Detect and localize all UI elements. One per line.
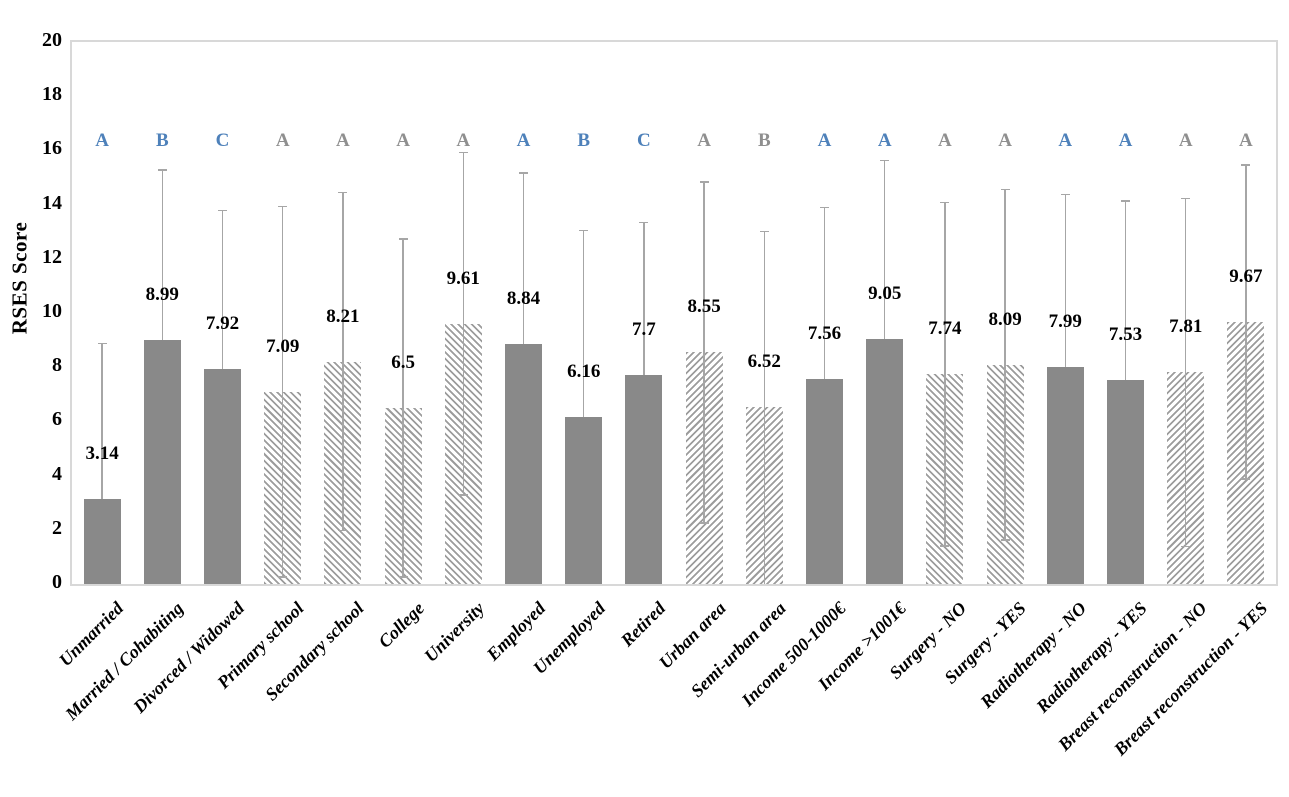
y-tick-label: 0 [52,571,62,593]
value-label: 8.21 [326,305,360,327]
error-bar [458,151,468,496]
error-bar [1241,164,1251,480]
significance-letter: B [757,130,771,151]
y-tick-label: 4 [52,462,62,485]
significance-letter: B [155,130,169,151]
error-bar [97,342,107,584]
error-bar [398,238,408,578]
x-tick-label: College [374,598,429,652]
significance-letter: A [877,130,892,151]
value-label: 7.74 [928,318,962,340]
value-label: 7.53 [1108,323,1143,345]
x-tick-label: Income 500-1000€ [737,598,850,711]
y-tick-label: 18 [42,83,62,106]
value-label: 7.99 [1048,311,1082,333]
value-label: 3.14 [85,442,119,464]
error-bar [940,201,950,547]
value-label: 9.05 [868,282,902,304]
x-tick-label: Retired [616,598,670,651]
value-label: 7.92 [205,313,240,335]
bar [1107,379,1144,584]
significance-letter: A [817,130,832,151]
bar [806,379,843,584]
error-bar [699,181,709,524]
bar [866,338,904,584]
x-tick-label: University [420,598,489,666]
bar [83,498,121,584]
y-tick-label: 20 [42,29,62,51]
error-bar [1181,197,1191,548]
bar [625,375,663,584]
y-tick-label: 10 [42,300,62,322]
error-bar [278,205,288,579]
value-label: 6.5 [391,351,415,373]
value-label: 7.09 [266,335,300,357]
value-label: 7.7 [632,319,656,341]
error-bar [1000,188,1010,541]
significance-letter: A [516,130,531,151]
x-tick-label: Radiotherapy - YES [1032,598,1151,717]
significance-letter: A [938,130,952,151]
value-label: 7.81 [1169,316,1203,338]
significance-letter: A [1118,130,1133,151]
error-bar [338,191,348,532]
value-label: 8.09 [988,308,1022,330]
bar [565,417,603,584]
value-label: 6.16 [567,361,601,383]
error-bar [579,229,589,584]
y-tick-label: 6 [52,408,62,431]
bar [505,344,542,584]
x-tick-label: Divorced / Widowed [128,598,248,717]
value-label: 9.67 [1229,265,1263,287]
significance-letter: A [697,130,711,151]
significance-letter: A [336,130,350,151]
significance-letter: A [998,130,1012,151]
significance-letter: C [637,130,651,151]
significance-letter: A [275,130,290,151]
significance-letter: A [1058,130,1073,151]
significance-letter: A [95,130,109,151]
value-label: 8.99 [145,284,179,306]
bar [204,369,241,584]
plot-area: 3.14 A 8.99 B 7.92 C 7.09 A 8.21 A 6.5 A 9.61 A 8.84 A 6… [70,40,1278,586]
y-tick-label: 8 [52,354,62,377]
value-label: 8.84 [506,288,541,310]
value-label: 9.61 [446,267,480,289]
error-bar [759,230,769,584]
significance-letter: A [396,130,410,151]
significance-letter: C [215,130,230,151]
significance-letter: B [577,130,591,151]
y-tick-label: 14 [42,191,62,214]
y-tick-label: 2 [52,516,62,539]
y-tick-label: 12 [42,245,62,268]
x-tick-label: Radiotherapy - NO [976,598,1091,712]
value-label: 8.55 [687,296,721,318]
value-label: 7.56 [807,323,842,345]
value-label: 6.52 [747,351,781,373]
significance-letter: A [1178,130,1193,151]
y-tick-label: 16 [42,137,62,160]
bar [143,340,181,584]
significance-letter: A [456,130,471,151]
significance-letter: A [1239,130,1253,151]
bar [1046,367,1084,584]
